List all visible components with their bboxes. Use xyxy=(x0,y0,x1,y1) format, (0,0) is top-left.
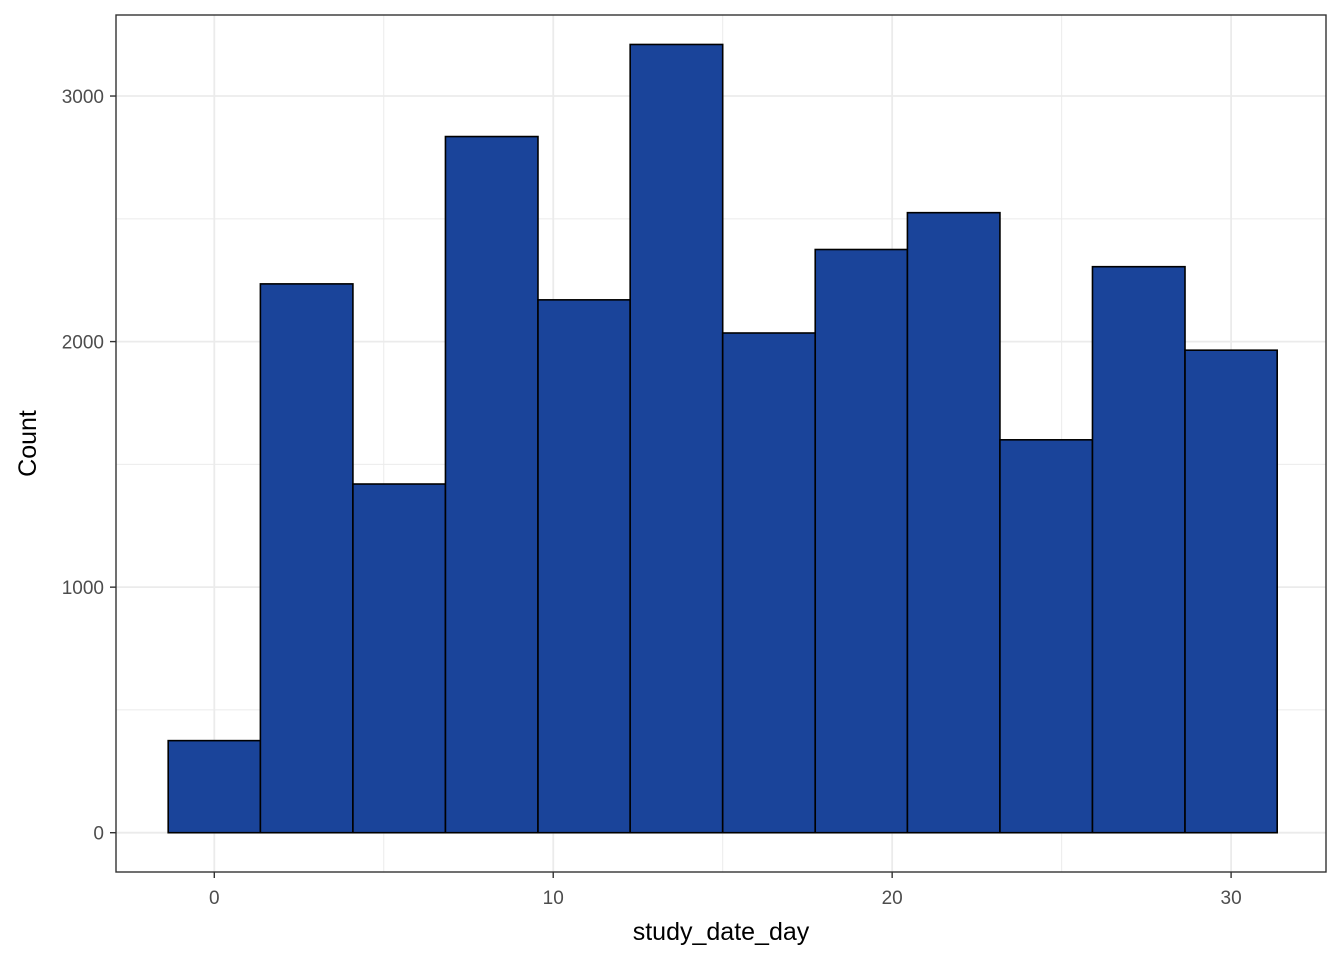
histogram-bar xyxy=(721,332,817,834)
histogram-bars xyxy=(167,43,1278,834)
histogram-bar xyxy=(537,299,631,834)
y-tick-label: 0 xyxy=(93,824,104,845)
x-tick-label: 10 xyxy=(543,888,564,909)
y-tick-label: 2000 xyxy=(62,333,104,354)
histogram-bar xyxy=(1184,349,1278,834)
histogram-bar xyxy=(352,483,447,834)
histogram-bar xyxy=(444,135,539,834)
histogram-bar xyxy=(1091,265,1186,834)
histogram-bar xyxy=(167,739,262,834)
panel-border xyxy=(115,14,1327,873)
axis-ticks: 0 10 20 30 0 1000 2000 3000 xyxy=(62,87,1242,909)
histogram-bar xyxy=(999,439,1094,834)
x-tick-label: 0 xyxy=(209,888,220,909)
x-tick-label: 20 xyxy=(882,888,903,909)
histogram-bar xyxy=(906,211,1001,834)
y-axis-title: Count xyxy=(14,410,42,477)
histogram-bar xyxy=(629,43,724,834)
histogram-bar xyxy=(259,283,354,834)
y-tick-label: 1000 xyxy=(62,578,104,599)
y-tick-label: 3000 xyxy=(62,87,104,108)
x-tick-label: 30 xyxy=(1221,888,1242,909)
histogram-bar xyxy=(814,248,909,834)
x-axis-title: study_date_day xyxy=(633,918,810,946)
